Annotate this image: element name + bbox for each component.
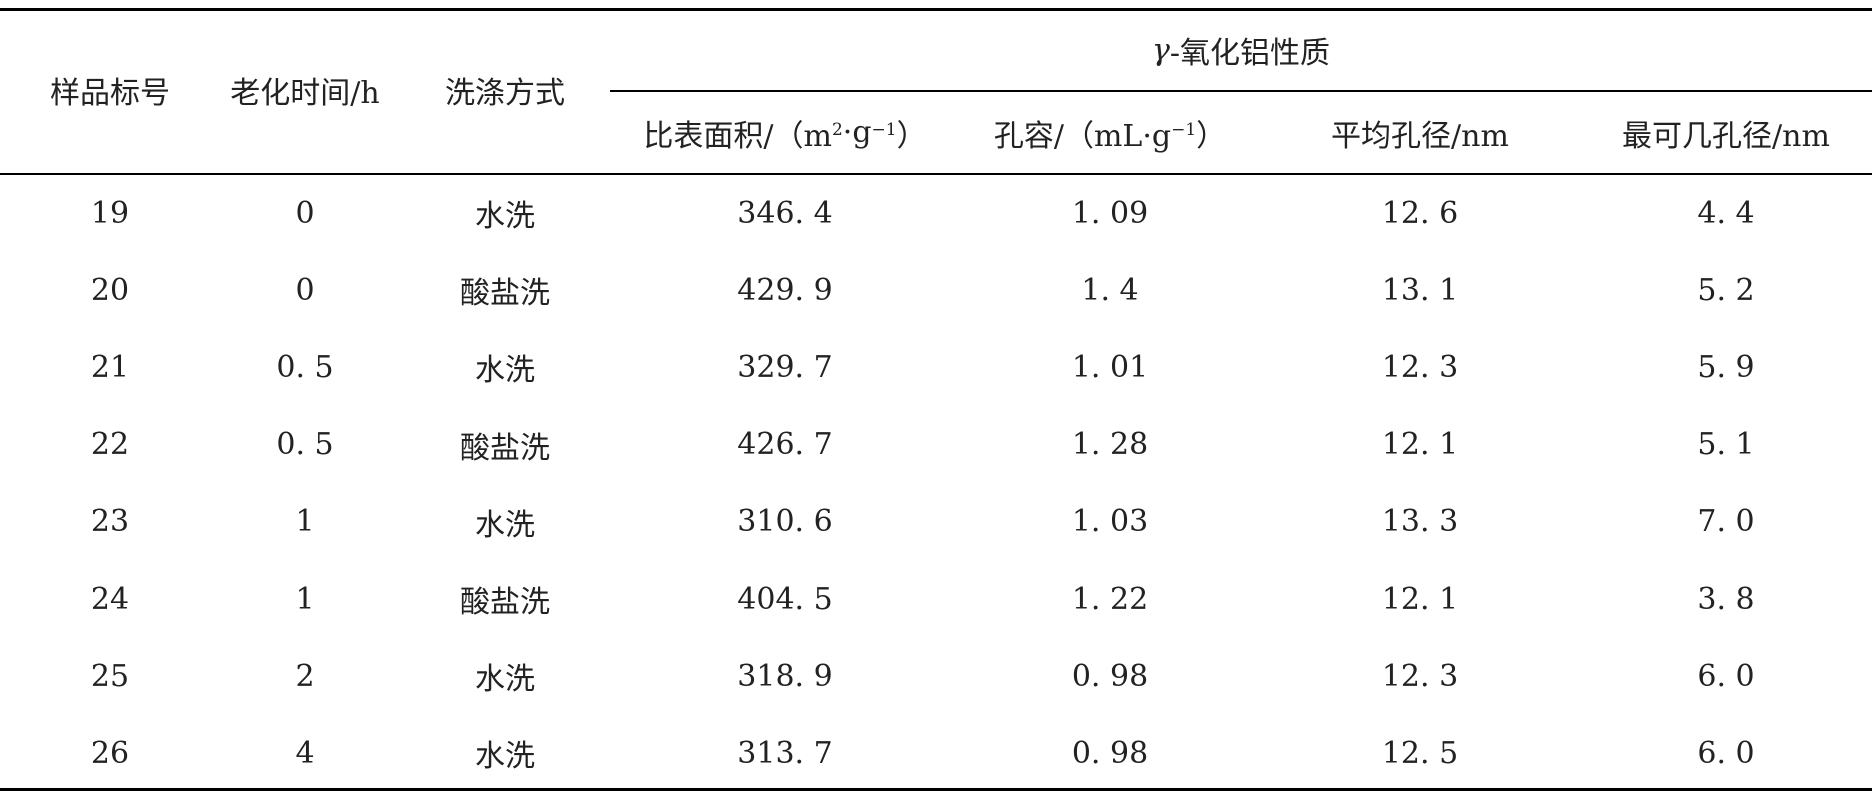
header-surface-area: 比表面积/（m 2 ·g −1）: [610, 95, 960, 170]
cell-washing-method: 水洗: [475, 739, 535, 775]
bottom-rule: [0, 788, 1872, 791]
cell-sample-id: 23: [90, 504, 130, 540]
group-header-rule: [610, 90, 1872, 92]
cell-average-pore-diameter: 12. 1: [1381, 427, 1459, 463]
surface-area-mid: ·g: [842, 115, 872, 150]
header-washing-method: 洗涤方式: [445, 76, 565, 111]
cell-sample-id: 19: [90, 195, 130, 231]
cell-surface-area: 318. 9: [737, 658, 833, 694]
cell-pore-volume: 0. 98: [1071, 735, 1149, 771]
group-title-text: -氧化铝性质: [1169, 36, 1331, 71]
cell-pore-volume: 1. 4: [1081, 272, 1139, 308]
cell-washing-method: 水洗: [475, 507, 535, 543]
surface-area-prefix: 比表面积/（m: [643, 118, 832, 154]
cell-aging-time: 4: [295, 735, 315, 771]
cell-sample-id: 26: [90, 735, 130, 771]
cell-most-probable-pore-diameter: 6. 0: [1697, 658, 1755, 694]
cell-washing-method: 水洗: [475, 199, 535, 234]
cell-surface-area: 346. 4: [737, 195, 833, 231]
cell-sample-id: 25: [90, 658, 130, 694]
cell-washing-method: 水洗: [475, 353, 535, 389]
cell-surface-area: 313. 7: [737, 735, 833, 771]
cell-surface-area: 426. 7: [737, 427, 833, 463]
cell-aging-time: 2: [295, 658, 315, 694]
cell-most-probable-pore-diameter: 7. 0: [1697, 504, 1755, 540]
cell-washing-method: 酸盐洗: [460, 430, 550, 466]
cell-most-probable-pore-diameter: 5. 1: [1697, 427, 1755, 463]
cell-aging-time: 1: [295, 504, 315, 540]
cell-aging-time: 1: [295, 581, 315, 617]
cell-most-probable-pore-diameter: 6. 0: [1697, 735, 1755, 771]
cell-pore-volume: 0. 98: [1071, 658, 1149, 694]
header-aging-time: 老化时间/h: [230, 76, 380, 111]
cell-sample-id: 24: [90, 581, 130, 617]
cell-average-pore-diameter: 12. 5: [1381, 735, 1459, 771]
cell-average-pore-diameter: 13. 1: [1381, 272, 1459, 308]
header-group-alumina-properties: γ -氧化铝性质: [610, 15, 1872, 85]
pore-volume-suffix: ）: [1196, 118, 1227, 154]
header-sample-id: 样品标号: [50, 76, 170, 111]
cell-washing-method: 酸盐洗: [460, 585, 550, 620]
cell-average-pore-diameter: 12. 1: [1381, 581, 1459, 617]
header-rule: [0, 173, 1872, 175]
cell-most-probable-pore-diameter: 3. 8: [1697, 581, 1755, 617]
gamma-symbol: γ: [1151, 32, 1170, 68]
cell-surface-area: 404. 5: [737, 581, 833, 617]
cell-pore-volume: 1. 22: [1071, 581, 1149, 617]
cell-surface-area: 329. 7: [737, 349, 833, 385]
cell-aging-time: 0: [295, 195, 315, 231]
pore-volume-prefix: 孔容/（mL·g: [993, 118, 1172, 154]
cell-most-probable-pore-diameter: 5. 9: [1697, 349, 1755, 385]
cell-washing-method: 酸盐洗: [460, 276, 550, 312]
cell-pore-volume: 1. 03: [1071, 504, 1149, 540]
header-average-pore-diameter: 平均孔径/nm: [1331, 118, 1509, 154]
cell-pore-volume: 1. 01: [1071, 349, 1149, 385]
cell-sample-id: 21: [90, 349, 130, 385]
cell-most-probable-pore-diameter: 5. 2: [1697, 272, 1755, 308]
cell-surface-area: 310. 6: [737, 504, 833, 540]
cell-aging-time: 0. 5: [276, 349, 334, 385]
cell-surface-area: 429. 9: [737, 272, 833, 308]
cell-average-pore-diameter: 12. 3: [1381, 349, 1459, 385]
cell-sample-id: 20: [90, 272, 130, 308]
cell-average-pore-diameter: 12. 3: [1381, 658, 1459, 694]
cell-most-probable-pore-diameter: 4. 4: [1697, 195, 1755, 231]
cell-aging-time: 0: [295, 272, 315, 308]
top-rule: [0, 8, 1872, 11]
header-most-probable-pore-diameter: 最可几孔径/nm: [1622, 118, 1830, 154]
cell-pore-volume: 1. 28: [1071, 427, 1149, 463]
cell-pore-volume: 1. 09: [1071, 195, 1149, 231]
cell-sample-id: 22: [90, 427, 130, 463]
cell-washing-method: 水洗: [475, 662, 535, 698]
cell-average-pore-diameter: 13. 3: [1381, 504, 1459, 540]
header-pore-volume: 孔容/（mL·g −1）: [960, 95, 1260, 170]
surface-area-suffix: ）: [896, 118, 927, 154]
cell-average-pore-diameter: 12. 6: [1381, 195, 1459, 231]
cell-aging-time: 0. 5: [276, 427, 334, 463]
